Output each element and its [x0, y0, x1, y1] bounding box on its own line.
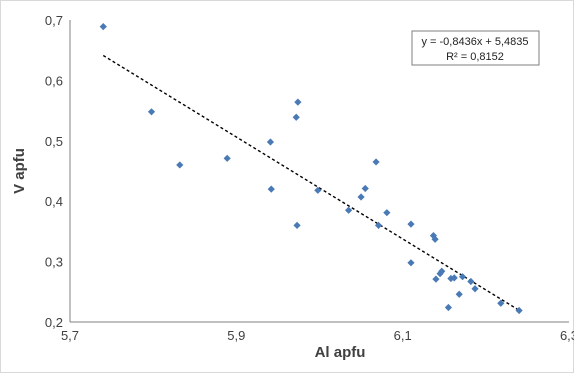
y-tick-label: 0,7 — [45, 13, 63, 28]
equation-box-border — [411, 30, 540, 66]
x-tick-label: 6,3 — [560, 328, 574, 343]
data-points — [99, 23, 523, 315]
data-point — [458, 273, 467, 281]
x-tick-label: 5,7 — [61, 328, 79, 343]
data-point — [223, 154, 231, 162]
x-tick-label: 6,1 — [394, 328, 412, 343]
data-point — [372, 158, 380, 166]
plot-area — [70, 20, 569, 322]
data-point — [497, 299, 505, 307]
data-point — [292, 113, 300, 121]
data-point — [450, 274, 458, 282]
data-point — [361, 184, 369, 193]
data-point — [444, 303, 453, 312]
data-point — [407, 220, 415, 228]
data-point — [471, 285, 479, 293]
y-tick-label: 0,5 — [45, 134, 63, 149]
data-point — [357, 193, 365, 201]
data-point — [383, 209, 391, 217]
data-point — [99, 23, 107, 31]
data-point — [294, 98, 302, 106]
data-point — [147, 108, 156, 116]
data-point — [438, 267, 446, 275]
trendline-equation: y = -0,8436x + 5,4835 — [421, 36, 528, 48]
data-point — [345, 206, 353, 214]
trendline — [102, 54, 520, 311]
trendline-equation-box: y = -0,8436x + 5,4835 R² = 0,8152 — [411, 30, 540, 66]
y-tick-label: 0,6 — [45, 73, 63, 88]
data-point — [314, 186, 322, 194]
data-point — [266, 138, 275, 146]
trendline-r-squared: R² = 0,8152 — [446, 51, 504, 63]
data-point — [374, 221, 383, 229]
y-tick-label: 0,2 — [45, 315, 63, 330]
data-point — [515, 306, 523, 315]
data-point — [267, 185, 275, 193]
y-tick-label: 0,3 — [45, 255, 63, 270]
data-point — [455, 290, 463, 298]
data-point — [176, 161, 184, 169]
data-point — [293, 221, 301, 229]
data-point — [431, 235, 439, 243]
x-axis-title: Al apfu — [315, 344, 366, 361]
y-axis-title: V apfu — [11, 148, 28, 194]
data-point — [432, 275, 440, 283]
data-point — [447, 274, 455, 283]
y-tick-label: 0,4 — [45, 194, 63, 209]
data-point — [429, 232, 438, 240]
tick-labels: 5,7 5,9 6,1 6,3 0,2 0,3 0,4 0,5 0,6 0,7 — [45, 13, 574, 343]
data-point — [467, 277, 475, 286]
trendline-path — [102, 54, 520, 311]
data-point — [407, 259, 415, 267]
x-tick-label: 5,9 — [227, 328, 245, 343]
